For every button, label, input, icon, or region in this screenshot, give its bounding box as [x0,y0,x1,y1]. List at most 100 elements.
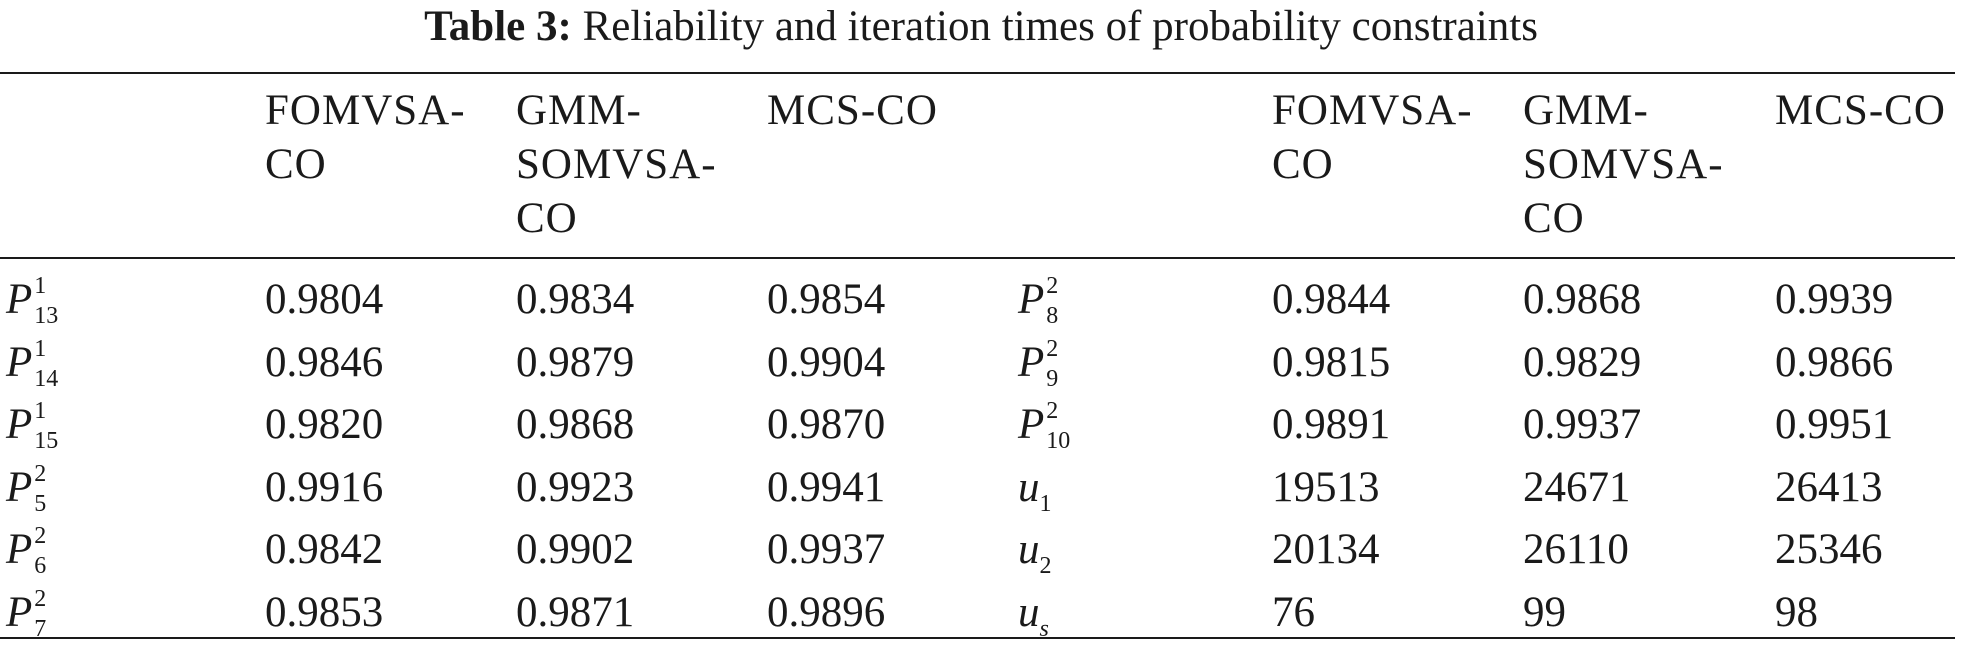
table-cell: 24671 [1523,463,1631,511]
table-cell: 25346 [1775,526,1883,573]
symbol-subscript: 6 [34,553,47,579]
table-row: P 2 5 0.9916 0.9923 0.9941 u1 19513 24671 26413 [0,456,1955,519]
column-header-fomvsa-co-right: FOMVSA- CO [1272,87,1473,188]
table-caption: Table 3: Reliability and iteration times… [0,0,1962,52]
table-cell: 26110 [1523,526,1629,573]
table-cell: 0.9937 [1523,401,1642,448]
table-row: P 2 7 0.9853 0.9871 0.9896 us 76 99 98 [0,581,1955,644]
table-row: P 2 6 0.9842 0.9902 0.9937 u2 20134 26110 25346 [0,518,1955,581]
table-cell: 0.9951 [1775,401,1894,448]
symbol-superscript: 2 [1046,335,1059,362]
table-cell: 0.9804 [265,276,384,323]
table-cell: 0.9891 [1272,401,1391,448]
table-header-rule [0,257,1955,259]
symbol-base: P [6,276,33,323]
table-cell: 0.9879 [516,338,635,386]
row-symbol-right: us [1018,581,1049,651]
table-bottom-rule [0,637,1955,639]
symbol-subscript: 2 [1039,553,1052,579]
table-cell: 20134 [1272,526,1380,573]
symbol-superscript: 2 [34,585,47,612]
symbol-base: P [6,338,33,386]
symbol-base: P [1018,338,1045,386]
row-symbol-right: P 2 10 [1018,393,1084,456]
symbol-indices: 1 13 [32,268,72,331]
table-cell: 0.9904 [767,338,886,386]
symbol-superscript: 1 [34,273,47,299]
symbol-superscript: 2 [1046,398,1059,424]
symbol-superscript: 2 [34,523,47,549]
symbol-indices: 1 15 [32,393,72,456]
table-cell: 76 [1272,588,1315,636]
symbol-subscript: 15 [34,428,59,454]
symbol-superscript: 1 [34,398,47,424]
column-header-gmm-somvsa-co-left: GMM- SOMVSA- CO [516,87,717,242]
table-cell: 0.9868 [516,401,635,448]
table-caption-label: Table 3: [424,3,572,50]
table-cell: 26413 [1775,463,1883,511]
table-cell: 99 [1523,588,1566,636]
table-cell: 0.9829 [1523,338,1642,386]
symbol-base: u [1018,588,1040,636]
symbol-superscript: 2 [1046,273,1059,299]
symbol-base: P [6,463,33,511]
symbol-base: P [1018,401,1045,448]
symbol-subscript: 7 [34,615,47,642]
row-symbol-right: u2 [1018,518,1052,588]
symbol-base: P [6,401,33,448]
symbol-base: u [1018,463,1040,511]
table-caption-text: Reliability and iteration times of proba… [582,3,1538,50]
table-cell: 0.9902 [516,526,635,573]
table-cell: 0.9866 [1775,338,1894,386]
table-row: P 1 15 0.9820 0.9868 0.9870 P 2 10 0.9891 0.9937 0.… [0,393,1955,456]
symbol-base: P [6,588,33,636]
table-cell: 0.9844 [1272,276,1391,323]
table-row: P 1 13 0.9804 0.9834 0.9854 P 2 8 0.9844 0.9868 0.9… [0,268,1955,331]
symbol-indices: 1 14 [32,331,72,394]
column-header-fomvsa-co-left: FOMVSA- CO [265,87,466,188]
table-cell: 0.9916 [265,463,384,511]
symbol-indices: 2 10 [1044,393,1084,456]
symbol-subscript: 13 [34,303,59,329]
table-top-rule [0,72,1955,74]
symbol-base: u [1018,526,1040,573]
table-cell: 0.9853 [265,588,384,636]
table-cell: 0.9871 [516,588,635,636]
row-symbol-right: u1 [1018,456,1052,526]
table-cell: 98 [1775,588,1818,636]
table-cell: 0.9820 [265,401,384,448]
table-cell: 0.9939 [1775,276,1894,323]
symbol-subscript: 9 [1046,365,1059,392]
table-cell: 0.9941 [767,463,886,511]
column-header-gmm-somvsa-co-right: GMM- SOMVSA- CO [1523,87,1724,242]
symbol-base: P [6,526,33,573]
table-cell: 19513 [1272,463,1380,511]
table-cell: 0.9870 [767,401,886,448]
table-cell: 0.9937 [767,526,886,573]
symbol-subscript: 10 [1046,428,1071,454]
table-cell: 0.9842 [265,526,384,573]
row-symbol-left: P 1 14 [6,331,72,394]
symbol-base: P [1018,276,1045,323]
symbol-subscript: s [1039,615,1049,642]
symbol-subscript: 5 [34,490,47,517]
symbol-subscript: 1 [1039,490,1052,517]
table-cell: 0.9846 [265,338,384,386]
table-cell: 0.9896 [767,588,886,636]
symbol-subscript: 14 [34,365,59,392]
symbol-superscript: 1 [34,335,47,362]
symbol-subscript: 8 [1046,303,1059,329]
table-cell: 0.9834 [516,276,635,323]
table-row: P 1 14 0.9846 0.9879 0.9904 P 2 9 0.9815 0.9829 0.9… [0,331,1955,394]
row-symbol-left: P 1 15 [6,393,72,456]
column-header-mcs-co-left: MCS-CO [767,87,938,134]
